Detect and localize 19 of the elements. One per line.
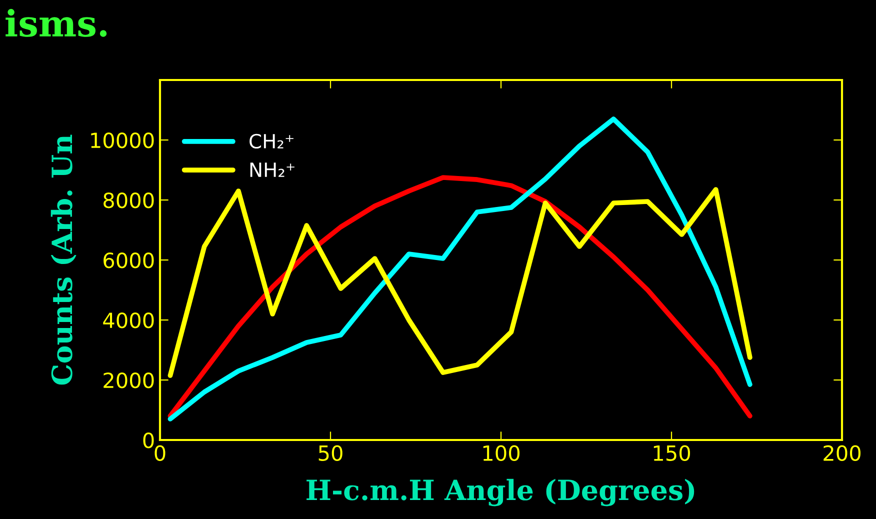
- y-tick-label: 4000: [103, 312, 154, 328]
- y-tick-label: 6000: [104, 252, 154, 268]
- x-tick-label: 200: [824, 445, 860, 461]
- y-tick-label: 0: [143, 432, 154, 448]
- x-tick-label: 100: [483, 445, 520, 461]
- line-series: [168, 116, 752, 422]
- y-tick-label: 2000: [104, 372, 154, 388]
- y-axis-title: Counts (Arb. Un: [50, 134, 76, 385]
- y-tick-label: 8000: [104, 192, 154, 208]
- line-series: [168, 175, 752, 418]
- line-series: [168, 187, 752, 378]
- legend-label: CH₂⁺: [250, 134, 294, 149]
- x-tick-label: 0: [154, 445, 166, 461]
- x-tick-label: 150: [654, 445, 690, 461]
- text: isms.: [6, 8, 107, 37]
- legend-label: NH₂⁺: [250, 162, 294, 177]
- x-tick-label: 50: [318, 445, 342, 461]
- y-tick-label: 10000: [91, 132, 154, 148]
- x-axis-title: H-c.m.H Angle (Degrees): [306, 478, 694, 506]
